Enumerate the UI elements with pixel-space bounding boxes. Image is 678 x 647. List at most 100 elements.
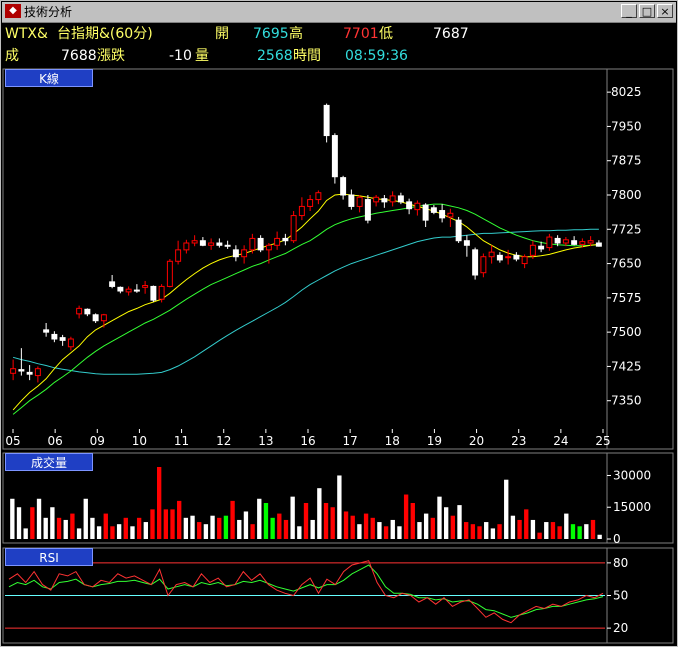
volume-bar: [83, 498, 88, 539]
candle-body: [158, 285, 165, 300]
x-tick-label: 24: [553, 434, 568, 448]
maximize-button[interactable]: □: [639, 4, 655, 18]
volume-bar: [557, 526, 562, 539]
close-button[interactable]: ×: [657, 4, 673, 18]
candle-body: [521, 256, 528, 265]
volume-bar: [217, 517, 222, 539]
candle-body: [562, 239, 569, 244]
change-value: -10: [169, 48, 192, 64]
volume-bar: [243, 511, 249, 539]
candle-body: [595, 242, 602, 247]
price-panel-frame: [2, 68, 674, 450]
volume-panel-label[interactable]: 成交量: [5, 453, 93, 471]
candle-body: [472, 249, 479, 276]
volume-bar: [457, 505, 462, 539]
volume-bar: [270, 517, 275, 539]
ma-mid-line: [12, 203, 599, 415]
x-tick-label: 13: [258, 434, 273, 448]
volume-bar: [277, 513, 282, 539]
x-tick-label: 09: [90, 434, 105, 448]
volume-bar: [183, 517, 189, 539]
volume-bar: [443, 507, 449, 539]
volume-bar: [383, 526, 389, 539]
candle-body: [125, 288, 132, 293]
volume-bar: [56, 517, 62, 539]
rsi-tick-label: 80: [613, 556, 628, 570]
volume-bar: [36, 498, 42, 539]
symbol: WTX&: [5, 26, 48, 42]
rsi-slow-line: [8, 564, 604, 618]
low-label: 低: [379, 26, 393, 42]
volume-bar: [403, 494, 409, 539]
volume-bar: [123, 517, 128, 539]
candle-body: [480, 256, 487, 274]
title-bar[interactable]: ◆ 技術分析 _ □ ×: [2, 2, 676, 23]
candle-body: [224, 244, 231, 247]
high-value: 7701: [343, 26, 379, 42]
candle-body: [249, 237, 256, 251]
candle-body: [117, 286, 124, 292]
x-tick-label: 18: [385, 434, 400, 448]
volume-bar: [156, 467, 162, 539]
candle-body: [282, 237, 289, 242]
candle-body: [513, 254, 520, 260]
x-tick-label: 10: [132, 434, 147, 448]
candle-body: [455, 219, 462, 242]
technical-chart[interactable]: 7350742575007575765077257800787579508025…: [1, 23, 677, 646]
candle-body: [175, 249, 182, 262]
volume-bar: [170, 509, 175, 539]
instrument-name: 台指期&(60分): [57, 26, 153, 42]
volume-bar: [550, 522, 556, 539]
time-value: 08:59:36: [345, 48, 408, 64]
candle-body: [298, 205, 305, 217]
volume-bar: [470, 524, 476, 539]
price-tick-label: 7800: [611, 188, 642, 202]
candle-body: [199, 240, 206, 246]
open-label: 開: [215, 26, 229, 42]
volume-bar: [70, 513, 75, 539]
volume-bar: [464, 522, 469, 539]
price-tick-label: 7575: [611, 291, 642, 305]
x-tick-label: 12: [216, 434, 231, 448]
candle-body: [290, 215, 297, 242]
volume-bar: [223, 515, 229, 539]
volume-bar: [484, 522, 489, 539]
volume-bar: [116, 524, 122, 539]
candle-body: [373, 196, 380, 203]
rsi-tick-label: 50: [613, 589, 628, 603]
volume-bar: [10, 498, 15, 539]
kline-panel-label[interactable]: K線: [5, 69, 93, 87]
candle-body: [232, 249, 239, 258]
candle-body: [579, 241, 586, 245]
candle-body: [150, 285, 157, 301]
candle-body: [406, 201, 413, 210]
volume-bar: [430, 517, 435, 539]
volume-bar: [257, 498, 262, 539]
volume-bar: [16, 507, 22, 539]
volume-bar: [283, 519, 289, 539]
low-value: 7687: [433, 26, 469, 42]
price-tick-label: 8025: [611, 85, 642, 99]
candle-body: [59, 337, 66, 341]
minimize-button[interactable]: _: [621, 4, 637, 18]
last-value: 7688: [61, 48, 97, 64]
candle-body: [439, 210, 446, 219]
ma-long-line: [12, 228, 599, 375]
volume-bar: [237, 519, 242, 539]
candle-body: [142, 285, 149, 288]
volume-bar: [50, 507, 55, 539]
volume-bar: [317, 488, 322, 539]
change-label: 漲跌: [97, 48, 125, 64]
x-tick-label: 16: [300, 434, 315, 448]
volume-bar: [150, 509, 155, 539]
rsi-panel-label[interactable]: RSI: [5, 548, 93, 566]
candle-body: [447, 212, 454, 218]
candle-body: [356, 196, 363, 207]
volume-bar: [163, 509, 169, 539]
candle-body: [109, 281, 116, 287]
price-tick-label: 7725: [611, 222, 642, 236]
volume-tick-label: 0: [613, 532, 621, 546]
candle-body: [554, 237, 561, 244]
candle-body: [166, 260, 173, 287]
volume-label: 量: [195, 48, 209, 64]
